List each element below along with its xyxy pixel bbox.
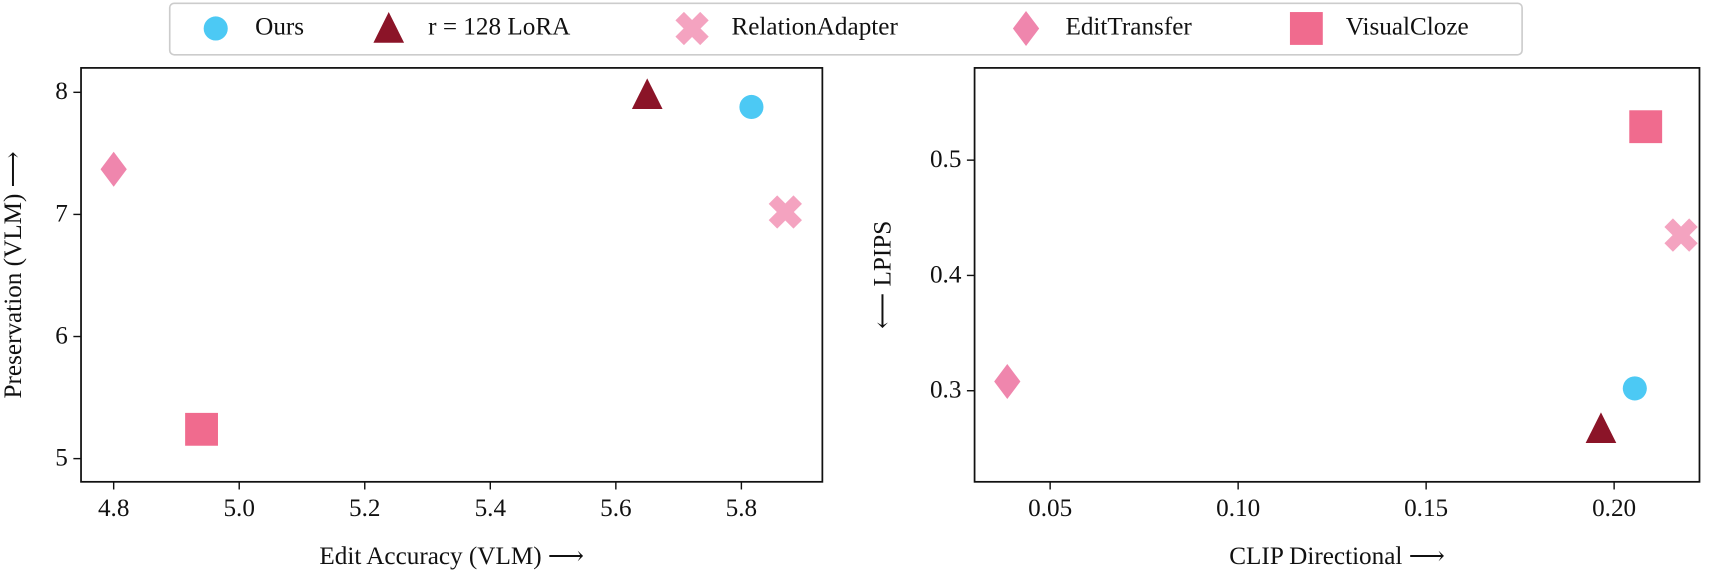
- y-tick-label: 6: [55, 322, 68, 349]
- legend-frame: [168, 2, 1523, 56]
- subplot: 0.05 0.10 0.15 0.20 0.3 0.4 0.5 CLIP Directiona…: [870, 67, 1701, 570]
- data-point: [631, 78, 663, 109]
- legend: Ours r = 128 LoRA RelationAdapter EditTrans…: [168, 2, 1523, 56]
- legend-marker: [203, 16, 228, 41]
- x-tick-label: 5.0: [223, 495, 254, 522]
- x-tick-label: 0.10: [1216, 495, 1260, 522]
- legend-label: RelationAdapter: [731, 13, 898, 40]
- x-tick-label: 5.6: [600, 495, 631, 522]
- data-point: [100, 151, 127, 187]
- data-point: [1585, 412, 1617, 444]
- x-tick-label: 5.2: [349, 495, 380, 522]
- x-tick-label: 0.20: [1592, 495, 1636, 522]
- x-tick-label: 5.4: [475, 495, 507, 522]
- x-tick-label: 0.05: [1028, 495, 1072, 522]
- subplot: 4.8 5.0 5.2 5.4 5.6 5.8 5 6 7 8 Edit Accuracy (VLM…: [0, 67, 824, 570]
- legend-label: VisualCloze: [1346, 13, 1469, 40]
- y-axis-label: Preservation (VLM) ⟶: [0, 151, 27, 398]
- data-point: [1629, 110, 1663, 144]
- data-point: [185, 412, 218, 446]
- legend-marker: [675, 11, 709, 46]
- x-axis-label: Edit Accuracy (VLM) ⟶: [319, 543, 584, 570]
- legend-label: EditTransfer: [1065, 13, 1192, 40]
- plot-frame: [973, 67, 1701, 483]
- x-tick-label: 5.8: [726, 495, 757, 522]
- data-point: [739, 94, 764, 120]
- legend-label: Ours: [255, 13, 304, 40]
- y-tick-label: 7: [55, 200, 68, 227]
- y-tick-label: 0.4: [930, 261, 962, 288]
- x-tick-label: 4.8: [98, 495, 129, 522]
- data-point: [1622, 376, 1647, 401]
- legend-marker: [373, 12, 405, 43]
- x-axis-label: CLIP Directional ⟶: [1229, 543, 1445, 570]
- data-point: [994, 363, 1021, 400]
- x-tick-label: 0.15: [1404, 495, 1448, 522]
- y-tick-label: 0.3: [930, 377, 961, 404]
- y-tick-label: 8: [55, 78, 68, 105]
- legend-marker: [1289, 12, 1323, 45]
- data-point: [1664, 218, 1698, 252]
- data-point: [768, 195, 802, 229]
- plot-frame: [80, 67, 824, 483]
- legend-label: r = 128 LoRA: [428, 13, 570, 40]
- legend-marker: [1012, 10, 1040, 46]
- y-tick-label: 5: [55, 444, 68, 471]
- y-tick-label: 0.5: [930, 146, 961, 173]
- y-axis-label: ⟵ LPIPS: [870, 221, 897, 329]
